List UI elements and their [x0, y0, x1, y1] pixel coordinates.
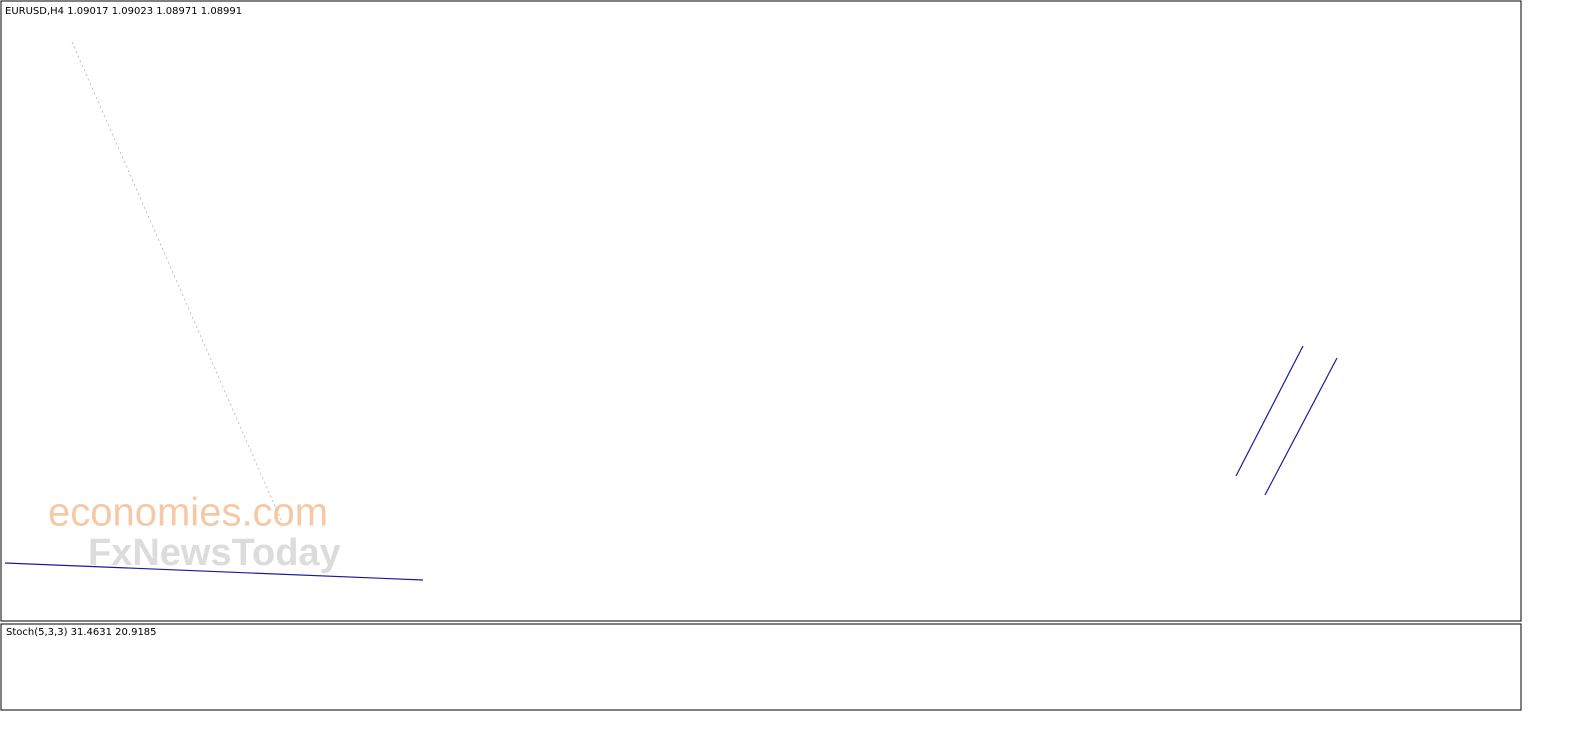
channel-line	[1264, 357, 1338, 496]
watermark: economies.com	[48, 491, 328, 535]
channel-line	[1235, 345, 1304, 477]
trend-line	[4, 562, 424, 581]
stoch-title: Stoch(5,3,3) 31.4631 20.9185	[6, 627, 157, 638]
main-panel	[0, 0, 1522, 622]
chart-title: EURUSD,H4 1.09017 1.09023 1.08971 1.0899…	[5, 6, 242, 17]
fib-trend-line	[71, 41, 283, 523]
stoch-panel	[0, 623, 1522, 711]
watermark: FxNewsToday	[88, 532, 341, 574]
